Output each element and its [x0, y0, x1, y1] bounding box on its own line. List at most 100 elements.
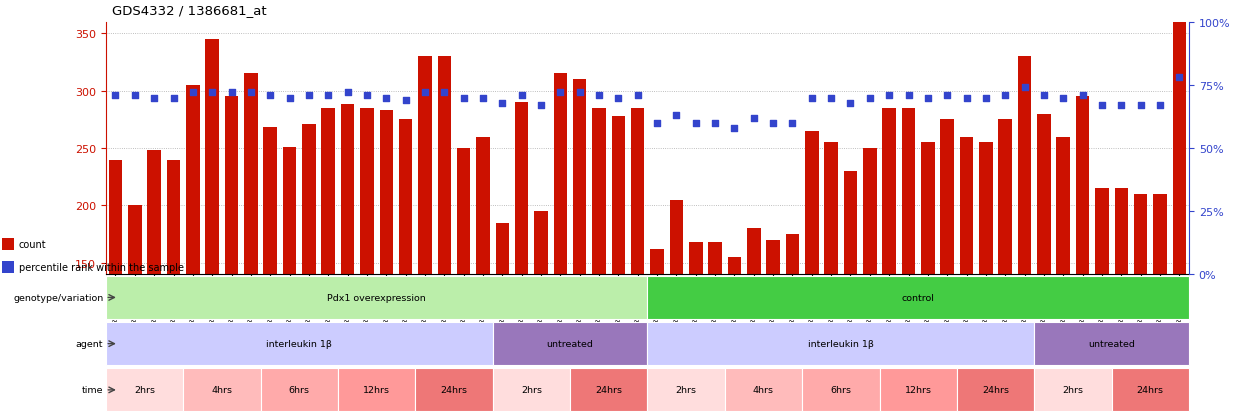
Text: 12hrs: 12hrs: [364, 385, 390, 394]
Text: control: control: [901, 293, 935, 302]
Text: percentile rank within the sample: percentile rank within the sample: [19, 262, 184, 272]
Bar: [264, 128, 276, 275]
Bar: [147, 151, 161, 275]
Text: 2hrs: 2hrs: [1062, 385, 1083, 394]
Bar: [244, 74, 258, 275]
Point: [570, 90, 590, 97]
Bar: [1114, 189, 1128, 275]
Text: 6hrs: 6hrs: [830, 385, 852, 394]
Point: [202, 90, 222, 97]
Point: [357, 93, 377, 99]
Bar: [437, 57, 451, 275]
Bar: [573, 80, 586, 275]
Point: [647, 120, 667, 127]
Point: [589, 93, 609, 99]
Point: [956, 95, 976, 102]
Text: genotype/variation: genotype/variation: [14, 293, 103, 302]
Point: [822, 95, 842, 102]
Bar: [824, 143, 838, 275]
Point: [609, 95, 629, 102]
Point: [396, 97, 416, 104]
Bar: [940, 120, 954, 275]
Point: [163, 95, 183, 102]
Point: [1015, 85, 1035, 92]
Text: 2hrs: 2hrs: [676, 385, 697, 394]
Bar: [186, 86, 199, 275]
Bar: [863, 149, 876, 275]
Point: [899, 93, 919, 99]
Point: [1092, 102, 1112, 109]
Bar: [1134, 195, 1148, 275]
Bar: [650, 249, 664, 275]
Point: [976, 95, 996, 102]
Point: [260, 93, 280, 99]
Text: 12hrs: 12hrs: [905, 385, 931, 394]
Text: 4hrs: 4hrs: [212, 385, 233, 394]
Point: [918, 95, 937, 102]
Bar: [225, 97, 238, 275]
Text: 24hrs: 24hrs: [982, 385, 1008, 394]
Point: [860, 95, 880, 102]
Point: [686, 120, 706, 127]
Point: [1033, 93, 1053, 99]
Point: [1073, 93, 1093, 99]
Bar: [1096, 189, 1109, 275]
Text: interleukin 1β: interleukin 1β: [808, 339, 874, 348]
Point: [473, 95, 493, 102]
Bar: [1018, 57, 1031, 275]
Bar: [688, 242, 702, 275]
Point: [937, 93, 957, 99]
Text: interleukin 1β: interleukin 1β: [266, 339, 332, 348]
Point: [1112, 102, 1132, 109]
Point: [550, 90, 570, 97]
Bar: [960, 137, 974, 275]
Bar: [998, 120, 1012, 275]
Point: [144, 95, 164, 102]
Text: untreated: untreated: [547, 339, 594, 348]
Bar: [477, 137, 489, 275]
Point: [280, 95, 300, 102]
Bar: [593, 109, 606, 275]
Point: [453, 95, 473, 102]
Point: [802, 95, 822, 102]
Bar: [341, 105, 355, 275]
Point: [532, 102, 552, 109]
Bar: [767, 240, 779, 275]
Bar: [128, 206, 142, 275]
Point: [1053, 95, 1073, 102]
Point: [242, 90, 261, 97]
Bar: [534, 211, 548, 275]
Text: 2hrs: 2hrs: [134, 385, 156, 394]
Bar: [979, 143, 992, 275]
Point: [1169, 75, 1189, 81]
Point: [995, 93, 1015, 99]
Point: [319, 93, 339, 99]
Bar: [303, 125, 316, 275]
Point: [183, 90, 203, 97]
Bar: [554, 74, 568, 275]
Bar: [108, 160, 122, 275]
Text: untreated: untreated: [1088, 339, 1135, 348]
Bar: [883, 109, 896, 275]
Bar: [631, 109, 645, 275]
Bar: [496, 223, 509, 275]
Text: count: count: [19, 240, 46, 249]
Bar: [167, 160, 181, 275]
Text: Pdx1 overexpression: Pdx1 overexpression: [327, 293, 426, 302]
Point: [512, 93, 532, 99]
Bar: [727, 257, 741, 275]
Point: [415, 90, 435, 97]
Bar: [921, 143, 935, 275]
Bar: [1076, 97, 1089, 275]
Text: 6hrs: 6hrs: [289, 385, 310, 394]
Text: 2hrs: 2hrs: [520, 385, 542, 394]
Bar: [205, 40, 219, 275]
Point: [1150, 102, 1170, 109]
Point: [840, 100, 860, 107]
Point: [376, 95, 396, 102]
Point: [106, 93, 126, 99]
Text: 24hrs: 24hrs: [595, 385, 622, 394]
Text: 4hrs: 4hrs: [753, 385, 774, 394]
Point: [1130, 102, 1150, 109]
Bar: [901, 109, 915, 275]
